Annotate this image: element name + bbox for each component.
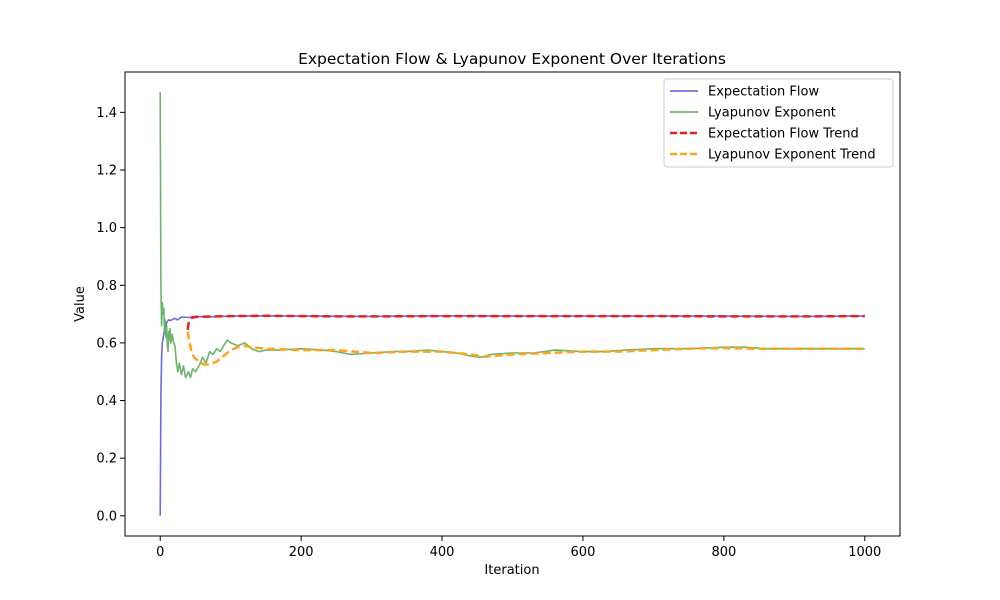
x-tick-label: 0 (156, 545, 164, 560)
y-tick-label: 0.6 (96, 336, 117, 351)
series-line-4 (186, 331, 865, 366)
x-tick-label: 400 (430, 545, 455, 560)
x-axis-title: Iteration (484, 563, 539, 578)
y-tick-label: 0.4 (96, 394, 117, 409)
series-line-3 (186, 314, 865, 331)
series-layer (159, 92, 865, 516)
x-tick-label: 200 (289, 545, 314, 560)
x-axis: 0 200 400 600 800 1000 (156, 536, 881, 560)
legend-label-2: Lyapunov Exponent (708, 106, 836, 121)
y-tick-label: 0.2 (96, 452, 117, 467)
y-axis: 0.0 0.2 0.4 0.6 0.8 1.0 1.2 1.4 (96, 106, 125, 524)
plot-frame (124, 71, 901, 537)
plot-area (124, 71, 901, 537)
y-tick-label: 1.0 (96, 221, 117, 236)
legend-label-1: Expectation Flow (708, 85, 819, 100)
y-tick-label: 0.0 (96, 509, 117, 524)
chart-title: Expectation Flow & Lyapunov Exponent Ove… (298, 50, 726, 68)
x-tick-label: 800 (711, 545, 736, 560)
y-tick-label: 1.4 (96, 106, 117, 121)
y-axis-title: Value (73, 286, 88, 322)
y-tick-label: 0.8 (96, 279, 117, 294)
legend-label-3: Expectation Flow Trend (708, 127, 859, 142)
y-tick-label: 1.2 (96, 163, 117, 178)
legend-label-4: Lyapunov Exponent Trend (708, 148, 876, 163)
legend: Expectation Flow Lyapunov Exponent Expecta… (663, 78, 894, 168)
x-tick-label: 1000 (848, 545, 881, 560)
x-tick-label: 600 (571, 545, 596, 560)
legend-box (663, 78, 894, 168)
